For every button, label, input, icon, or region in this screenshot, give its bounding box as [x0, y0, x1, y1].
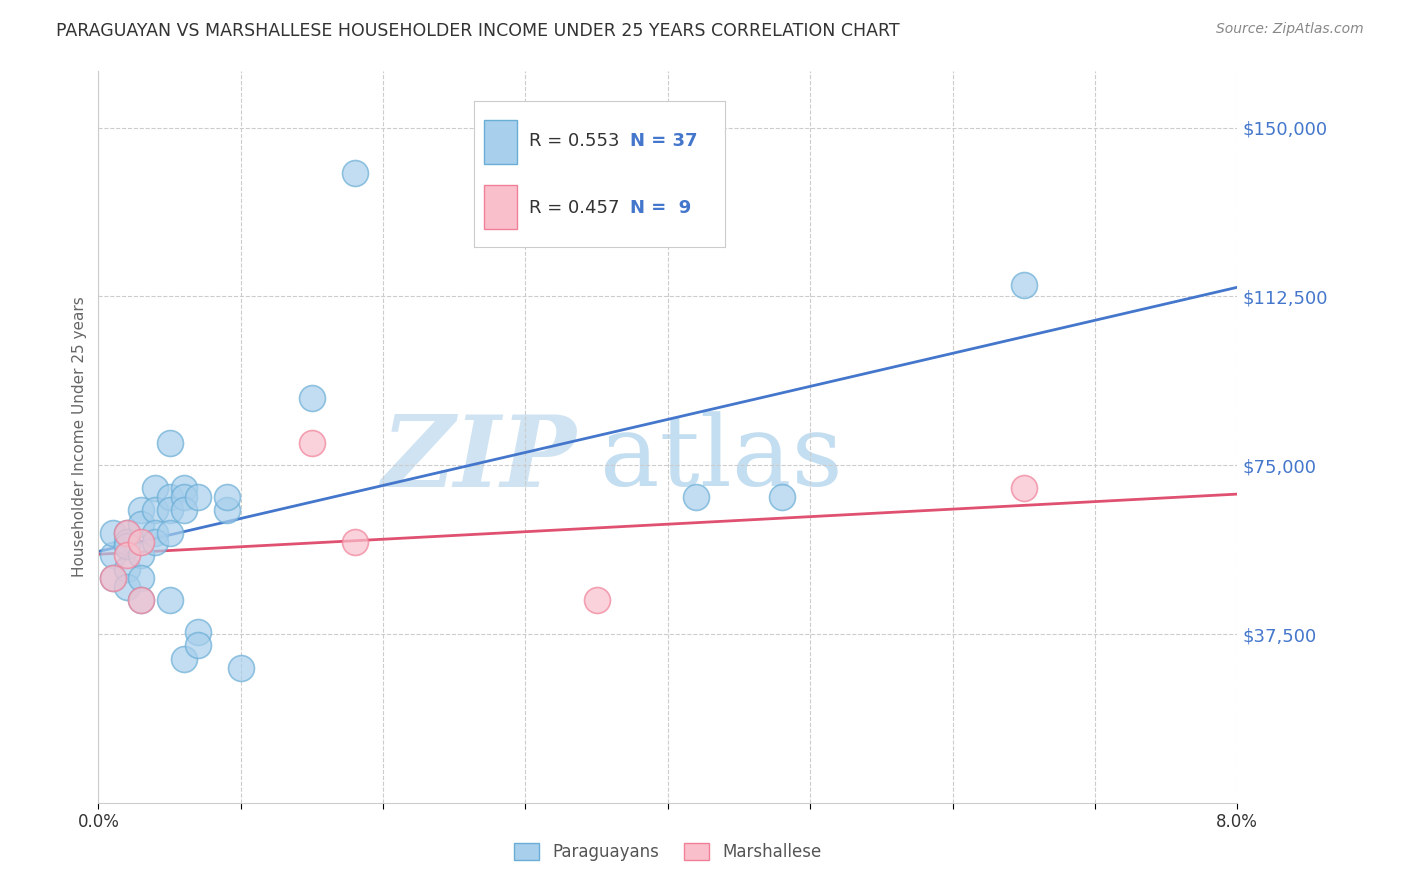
Point [343, 534, 366, 549]
Point [187, 624, 209, 639]
Point [129, 503, 152, 517]
Point [115, 525, 138, 540]
Point [159, 503, 181, 517]
Point [101, 525, 124, 540]
Point [229, 661, 252, 675]
Point [187, 638, 209, 652]
Point [585, 593, 607, 607]
Point [173, 652, 195, 666]
Legend: Paraguayans, Marshallese: Paraguayans, Marshallese [508, 836, 828, 868]
Point [101, 571, 124, 585]
Point [145, 481, 167, 495]
Point [101, 571, 124, 585]
Point [173, 490, 195, 504]
Point [129, 548, 152, 562]
Point [115, 525, 138, 540]
Point [129, 593, 152, 607]
Point [301, 435, 323, 450]
Text: Source: ZipAtlas.com: Source: ZipAtlas.com [1216, 22, 1364, 37]
Point [115, 580, 138, 594]
Point [101, 548, 124, 562]
Point [129, 571, 152, 585]
Point [173, 481, 195, 495]
Point [115, 548, 138, 562]
Point [301, 391, 323, 405]
Point [1012, 278, 1035, 293]
Point [215, 503, 238, 517]
Point [115, 534, 138, 549]
Text: ZIP: ZIP [382, 411, 576, 508]
Point [187, 490, 209, 504]
Y-axis label: Householder Income Under 25 years: Householder Income Under 25 years [72, 297, 87, 577]
Point [343, 166, 366, 180]
Point [1012, 481, 1035, 495]
Point [129, 593, 152, 607]
Point [129, 516, 152, 531]
Point [115, 562, 138, 576]
Text: atlas: atlas [599, 411, 842, 507]
Point [145, 503, 167, 517]
Point [159, 490, 181, 504]
Point [159, 593, 181, 607]
Point [129, 534, 152, 549]
Point [145, 525, 167, 540]
Point [770, 490, 793, 504]
Point [159, 525, 181, 540]
Point [215, 490, 238, 504]
Point [159, 435, 181, 450]
Point [173, 503, 195, 517]
Point [115, 539, 138, 553]
Text: PARAGUAYAN VS MARSHALLESE HOUSEHOLDER INCOME UNDER 25 YEARS CORRELATION CHART: PARAGUAYAN VS MARSHALLESE HOUSEHOLDER IN… [56, 22, 900, 40]
Point [685, 490, 707, 504]
Point [145, 534, 167, 549]
